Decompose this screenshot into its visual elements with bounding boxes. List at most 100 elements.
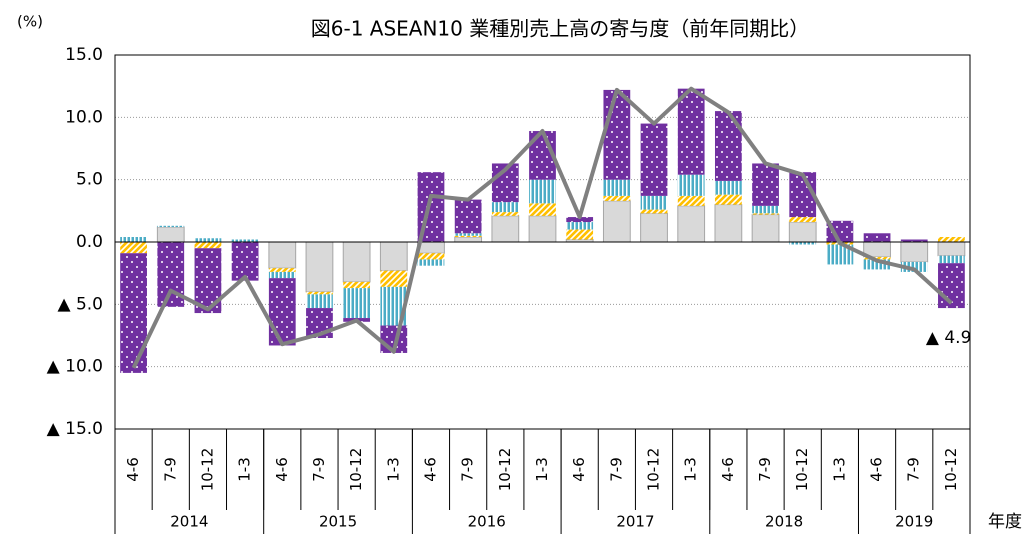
- bar-segment: [714, 204, 743, 243]
- x-tick-label: 10-12: [347, 448, 365, 492]
- annotation: ▲ 4.9: [926, 328, 972, 348]
- x-tick-label: 10-12: [198, 448, 216, 492]
- year-label: 2014: [170, 513, 208, 531]
- x-tick-label: 4-6: [421, 457, 439, 482]
- bar-segment: [120, 253, 147, 373]
- x-tick-label: 7-9: [310, 457, 328, 482]
- x-tick-label: 10-12: [496, 448, 514, 492]
- bar-segment: [454, 235, 482, 238]
- bar-segment: [529, 203, 556, 216]
- bar-segment: [343, 281, 371, 289]
- bar-segment: [528, 215, 557, 243]
- bar-segment: [268, 271, 296, 279]
- bar-segment: [640, 212, 668, 243]
- plot-frame: [114, 54, 971, 430]
- bar-segment: [677, 88, 705, 175]
- bar-segment: [380, 270, 408, 287]
- bar-segment: [863, 256, 891, 260]
- bar-segment: [157, 225, 185, 228]
- bar-segment: [120, 242, 147, 254]
- x-tick-label: 10-12: [645, 448, 663, 492]
- bar-segment: [491, 215, 520, 243]
- x-tick-label: 1-3: [236, 457, 254, 482]
- bar-segment: [306, 291, 333, 295]
- bar-segment: [268, 278, 296, 346]
- y-tick-label: 10.0: [65, 107, 103, 127]
- x-tick-label: 7-9: [161, 457, 179, 482]
- bar-segment: [752, 205, 779, 214]
- bar-segment: [640, 209, 668, 214]
- bar-segment: [789, 242, 817, 245]
- bar-segment: [156, 226, 185, 243]
- y-unit: (%): [17, 13, 43, 31]
- bar-segment: [529, 179, 556, 204]
- x-tick-label: 10-12: [942, 448, 960, 492]
- x-tick-label: 1-3: [533, 457, 551, 482]
- x-tick-label: 7-9: [756, 457, 774, 482]
- x-tick-label: 7-9: [607, 457, 625, 482]
- bar-segment: [454, 236, 483, 243]
- bar-segment: [640, 123, 668, 196]
- bar-segment: [566, 229, 594, 240]
- bar-segment: [194, 238, 222, 242]
- year-label: 2019: [895, 513, 933, 531]
- bar-segment: [120, 237, 147, 242]
- year-label: 2016: [468, 513, 506, 531]
- y-tick-label: 5.0: [76, 170, 103, 190]
- bar-segment: [417, 253, 445, 260]
- bar-segment: [306, 294, 333, 309]
- x-tick-label: 7-9: [905, 457, 923, 482]
- bar-segment: [788, 221, 817, 243]
- total-line: [131, 86, 953, 369]
- x-tick-label: 4-6: [570, 457, 588, 482]
- bar-segment: [900, 241, 929, 263]
- x-tick-label: 4-6: [868, 457, 886, 482]
- x-tick-label: 1-3: [682, 457, 700, 482]
- year-label: 2017: [616, 513, 654, 531]
- bar-segment: [231, 239, 259, 242]
- x-axis-label: 年度: [988, 512, 1022, 532]
- bar-segment: [602, 200, 631, 243]
- y-tick-label: ▲ 5.0: [57, 294, 103, 314]
- chart-title: 図6-1 ASEAN10 業種別売上高の寄与度（前年同期比）: [311, 17, 810, 41]
- bar-segment: [937, 241, 966, 257]
- bar-segment: [938, 237, 965, 242]
- bar-segment: [268, 241, 297, 269]
- year-label: 2018: [765, 513, 803, 531]
- bar-segment: [305, 241, 334, 293]
- bar-segment: [714, 111, 742, 181]
- bar-segment: [640, 195, 668, 210]
- bar-segment: [677, 174, 705, 196]
- bar-segment: [826, 220, 854, 242]
- bar-segment: [454, 233, 482, 236]
- bar-segment: [566, 222, 594, 230]
- bar-segment: [900, 261, 928, 272]
- bar-segment: [714, 194, 742, 205]
- y-tick-label: 15.0: [65, 45, 103, 65]
- bar-segment: [454, 199, 482, 234]
- x-tick-label: 1-3: [830, 457, 848, 482]
- bar-segment: [752, 213, 779, 215]
- bar-segment: [268, 268, 296, 272]
- bar-segment: [231, 242, 259, 281]
- bar-segment: [789, 217, 817, 223]
- bar-segment: [603, 179, 631, 196]
- bar-segment: [677, 205, 706, 243]
- bar-segment: [603, 195, 631, 201]
- bar-segment: [603, 89, 631, 180]
- bar-segment: [677, 195, 705, 206]
- year-label: 2015: [319, 513, 357, 531]
- y-tick-label: ▲ 10.0: [47, 357, 103, 377]
- bar-segment: [342, 241, 371, 283]
- bar-segment: [752, 163, 779, 206]
- x-tick-label: 4-6: [124, 457, 142, 482]
- y-tick-label: 0.0: [76, 232, 103, 252]
- bar-segment: [863, 259, 891, 270]
- bar-segment: [566, 217, 594, 223]
- bar-segment: [491, 212, 519, 216]
- bar-segment: [343, 288, 371, 319]
- bar-segment: [379, 241, 408, 272]
- bar-segment: [900, 239, 928, 242]
- bar-segment: [826, 244, 854, 265]
